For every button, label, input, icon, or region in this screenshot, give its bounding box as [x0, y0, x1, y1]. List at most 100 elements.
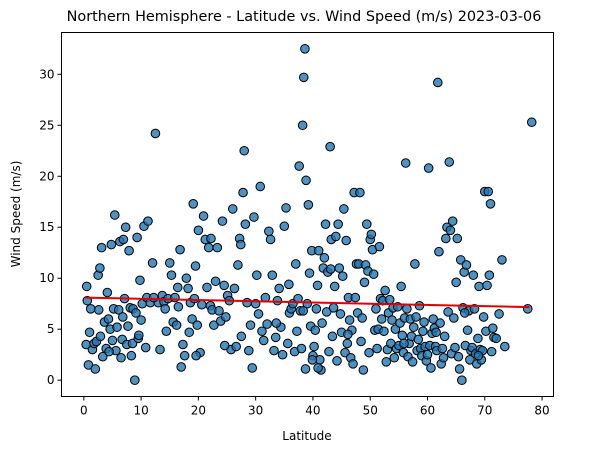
data-point-337	[117, 312, 128, 322]
data-point-289	[465, 354, 475, 365]
data-point-196	[358, 365, 369, 375]
data-point-201	[364, 347, 374, 358]
data-point-32	[120, 222, 131, 233]
data-point-30	[118, 234, 129, 245]
data-point-120	[262, 319, 272, 329]
data-point-21	[107, 335, 118, 346]
data-point-318	[300, 364, 311, 374]
data-point-18	[103, 314, 114, 324]
data-point-287	[462, 325, 473, 336]
data-point-74	[187, 314, 197, 324]
data-point-104	[236, 331, 247, 342]
data-point-172	[331, 231, 341, 242]
data-point-88	[209, 320, 219, 330]
data-point-312	[494, 309, 504, 319]
data-point-189	[350, 292, 361, 303]
data-point-94	[219, 280, 229, 291]
data-point-163	[320, 219, 331, 229]
data-point-153	[309, 341, 319, 352]
data-point-67	[176, 362, 187, 372]
data-point-109	[243, 345, 254, 356]
data-point-81	[197, 299, 207, 310]
data-point-214	[379, 326, 389, 337]
y-tick-label: 5	[47, 322, 55, 336]
data-points	[81, 44, 537, 385]
data-point-69	[179, 350, 190, 361]
data-point-60	[164, 258, 175, 268]
data-point-28	[116, 352, 126, 363]
data-point-234	[402, 304, 412, 314]
data-point-195	[357, 313, 367, 323]
data-point-101	[231, 341, 241, 352]
data-point-23	[109, 210, 120, 220]
data-point-263	[435, 318, 445, 328]
data-point-324	[431, 327, 441, 338]
data-point-144	[298, 72, 309, 83]
data-point-308	[486, 346, 497, 357]
data-point-102	[233, 260, 243, 270]
y-tick-label: 10	[39, 271, 54, 285]
data-point-233	[400, 158, 411, 168]
data-point-34	[123, 321, 133, 331]
data-point-111	[247, 363, 258, 373]
data-point-42	[132, 232, 142, 243]
data-point-58	[161, 326, 172, 337]
data-point-12	[95, 331, 106, 342]
data-point-167	[325, 141, 335, 152]
x-tick-label: 70	[477, 404, 492, 418]
data-point-265	[437, 343, 448, 354]
data-point-229	[396, 281, 406, 292]
data-point-170	[328, 302, 339, 313]
data-point-116	[255, 181, 266, 192]
data-point-91	[214, 306, 224, 316]
data-point-296	[473, 333, 483, 344]
data-point-132	[282, 338, 293, 349]
data-point-143	[297, 120, 308, 131]
data-point-178	[337, 271, 348, 281]
data-point-184	[344, 315, 355, 325]
data-point-45	[136, 315, 146, 325]
data-point-203	[366, 229, 377, 240]
data-point-253	[423, 163, 434, 173]
x-tick-label: 0	[80, 404, 88, 418]
data-point-63	[170, 292, 180, 303]
data-point-140	[294, 161, 304, 171]
data-point-89	[210, 276, 221, 287]
data-point-306	[484, 270, 495, 280]
data-point-332	[191, 350, 201, 361]
data-point-193	[355, 187, 365, 198]
data-point-241	[410, 259, 420, 269]
data-point-272	[445, 225, 456, 236]
data-point-182	[342, 338, 353, 349]
data-point-162	[319, 253, 330, 263]
data-point-52	[147, 258, 158, 268]
data-point-71	[183, 283, 193, 294]
data-point-314	[500, 341, 510, 352]
data-point-157	[313, 245, 324, 256]
data-point-179	[339, 204, 349, 214]
data-point-255	[426, 363, 436, 373]
data-point-149	[304, 268, 315, 278]
data-point-4	[84, 327, 95, 338]
data-point-210	[374, 241, 385, 252]
data-point-37	[126, 350, 137, 361]
y-axis-ticks: 0 5 10 15 20 25 30	[39, 67, 62, 387]
data-point-282	[457, 375, 467, 385]
data-point-248	[418, 326, 428, 337]
data-point-257	[428, 314, 439, 324]
data-point-216	[381, 357, 392, 367]
data-point-65	[173, 301, 184, 312]
data-point-126	[272, 295, 283, 306]
data-point-123	[267, 270, 278, 280]
data-point-20	[106, 239, 117, 250]
data-point-40	[130, 375, 140, 385]
data-point-79	[193, 225, 204, 236]
data-point-207	[371, 304, 381, 314]
data-point-286	[461, 260, 472, 270]
x-tick-label: 40	[305, 404, 320, 418]
data-point-329	[235, 239, 246, 250]
data-point-85	[203, 242, 214, 253]
data-point-112	[249, 212, 259, 222]
data-point-78	[192, 320, 203, 330]
